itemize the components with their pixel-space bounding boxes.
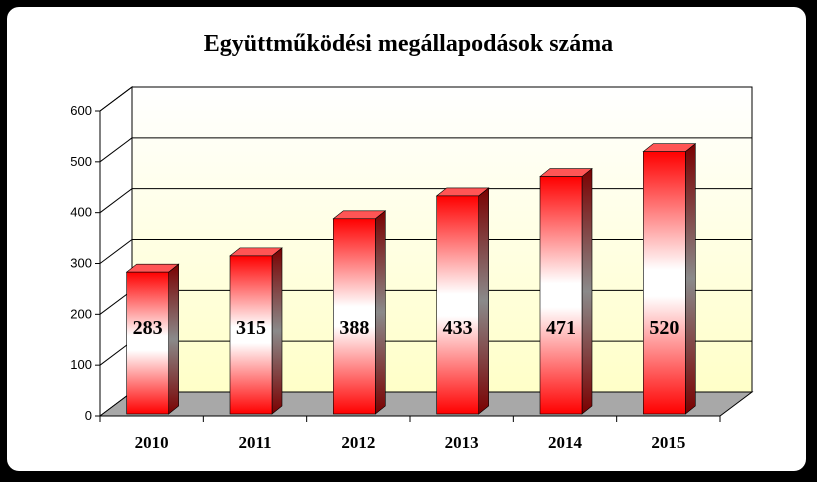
data-label: 388 [339, 317, 369, 339]
data-label: 520 [649, 317, 679, 339]
gridline-side [99, 86, 133, 112]
bar-side [478, 187, 489, 415]
bar-side [271, 247, 283, 415]
bar [539, 176, 583, 415]
bar [436, 195, 479, 415]
data-label: 433 [443, 317, 473, 339]
bar-side [375, 210, 386, 415]
x-tick-label: 2010 [135, 433, 169, 452]
y-tick-label: 100 [70, 357, 92, 372]
x-tick-label: 2011 [238, 433, 271, 452]
data-label: 471 [546, 317, 576, 339]
gridline-side [99, 137, 133, 163]
bar-side [168, 263, 179, 415]
gridline-side [99, 239, 133, 264]
bar [333, 218, 376, 415]
y-tick-label: 600 [70, 103, 92, 118]
bar [126, 271, 169, 415]
bar-side [581, 167, 593, 415]
bar-chart: 0 100 200 300 400 500 600 283 2010 315 2011 388 201… [70, 86, 754, 452]
x-tick-label: 2014 [548, 433, 583, 452]
bar [643, 151, 686, 415]
y-tick-label: 300 [70, 256, 92, 271]
x-tick-label: 2013 [445, 433, 479, 452]
chart-frame: Együttműködési megállapodások száma 0 100… [5, 5, 808, 473]
bar-side [685, 143, 696, 415]
y-tick-label: 200 [70, 306, 92, 321]
y-tick-label: 500 [70, 154, 92, 169]
chart-title: Együttműködési megállapodások száma [203, 31, 614, 57]
bar [229, 255, 273, 415]
y-tick-label: 0 [85, 408, 92, 423]
y-tick-label: 400 [70, 205, 92, 220]
gridline-side [99, 188, 133, 214]
x-tick-label: 2015 [651, 433, 685, 452]
data-label: 315 [236, 317, 266, 339]
x-tick-label: 2012 [341, 433, 375, 452]
data-label: 283 [133, 317, 163, 339]
